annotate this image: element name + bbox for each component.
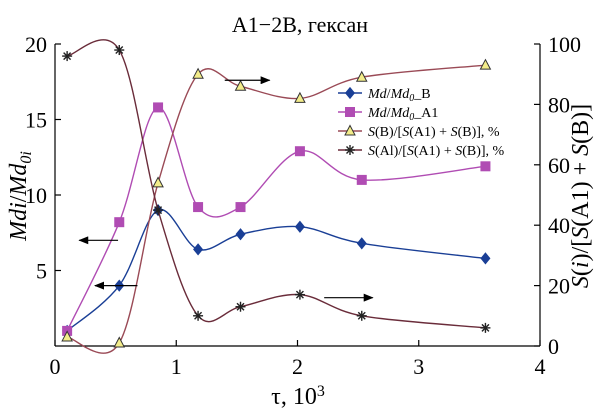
data-point — [193, 243, 204, 256]
data-point — [235, 301, 246, 312]
y-right-label-p4: )/[ — [568, 239, 594, 262]
data-point — [235, 202, 246, 213]
y-left-label-p3: Md — [6, 163, 32, 197]
y-right-tick-label: 60 — [548, 153, 570, 178]
y-right-tick-label: 0 — [548, 334, 559, 359]
data-point — [294, 220, 305, 233]
data-point — [114, 45, 125, 56]
y-left-tick-label: 10 — [25, 183, 47, 208]
data-point — [234, 79, 247, 91]
data-point — [113, 336, 126, 348]
data-point — [192, 67, 204, 79]
y-right-tick-label: 80 — [548, 92, 570, 117]
y-right-label-p1: S — [568, 276, 594, 288]
data-point — [479, 58, 492, 70]
y-left-tick-label: 15 — [25, 108, 47, 133]
series-1 — [62, 203, 491, 338]
series-4 — [62, 39, 491, 333]
series-2 — [62, 102, 491, 336]
legend-marker — [345, 145, 355, 155]
data-point — [62, 51, 73, 62]
legend-entry: S(Al)/[S(A1) + S(B)], % — [338, 144, 505, 159]
series-3 — [61, 58, 492, 354]
x-axis-label-exp: 3 — [317, 383, 325, 400]
legend-label: S(Al)/[S(A1) + S(B)], % — [368, 144, 505, 159]
legend-label: Md/Md0_B — [367, 87, 431, 104]
data-point — [153, 205, 164, 216]
y-left-label-p2: / — [6, 195, 32, 202]
legend-marker — [345, 107, 355, 117]
legend-label: S(B)/[S(A1) + S(B)], % — [368, 125, 500, 140]
y-right-tick-label: 20 — [548, 274, 570, 299]
x-tick-label: 0 — [50, 354, 61, 379]
y-right-label-p8: (B)] — [568, 104, 594, 144]
y-right-label-p5: S — [568, 227, 594, 239]
data-point — [152, 176, 164, 188]
series-line — [66, 39, 486, 329]
legend-label: Md/Md0_A1 — [367, 106, 438, 123]
x-axis-label: τ, 103 — [271, 383, 325, 410]
legend-marker — [344, 124, 356, 136]
data-point — [235, 228, 246, 241]
y-left-label-p1: Mdi — [6, 202, 32, 242]
legend: Md/Md0_B Md/Md0_A1 S(B)/[S(A1) + S(B)], % S… — [338, 86, 505, 159]
data-point — [61, 330, 73, 342]
y-left-tick-label: 5 — [36, 259, 47, 284]
y-right-label-p2: ( — [568, 268, 594, 276]
ticks: 0 1 2 3 4 5 10 15 20 0 20 40 60 80 100 — [25, 32, 581, 379]
x-tick-label: 2 — [292, 354, 303, 379]
legend-entry: S(B)/[S(A1) + S(B)], % — [338, 124, 500, 140]
y-left-label-p4: 0i — [18, 151, 35, 163]
data-point — [294, 289, 305, 300]
x-axis-label-main: τ, 10 — [271, 384, 317, 410]
data-point — [114, 217, 125, 228]
data-point — [480, 161, 491, 172]
x-tick-label: 4 — [535, 354, 546, 379]
chart-title: A1−2B, гексан — [232, 12, 368, 37]
data-point — [193, 202, 204, 213]
x-tick-label: 3 — [413, 354, 424, 379]
legend-entry: Md/Md0_B — [338, 86, 431, 104]
x-tick-label: 1 — [171, 354, 182, 379]
legend-entry: Md/Md0_A1 — [338, 106, 438, 123]
data-point — [294, 91, 306, 103]
data-point — [356, 310, 367, 321]
data-point — [153, 102, 164, 113]
data-point — [356, 237, 367, 250]
data-point — [355, 70, 368, 82]
y-right-tick-label: 40 — [548, 213, 570, 238]
y-right-tick-label: 100 — [548, 32, 581, 57]
data-point — [356, 174, 367, 185]
y-right-label-p6: (A1) + — [568, 156, 594, 227]
data-point — [193, 310, 204, 321]
legend-marker — [344, 86, 356, 100]
data-point — [480, 322, 491, 333]
y-left-tick-label: 20 — [25, 32, 47, 57]
y-axis-left-label: Mdi/Md0i — [6, 151, 35, 242]
series-layer — [61, 39, 492, 354]
y-right-label-p7: S — [568, 144, 594, 156]
annotation-layer — [78, 76, 374, 302]
y-right-label-p3: i — [568, 261, 594, 268]
y-axis-right-label: S(i)/[S(A1) + S(B)] — [568, 104, 594, 288]
data-point — [294, 146, 305, 157]
data-point — [480, 252, 491, 265]
